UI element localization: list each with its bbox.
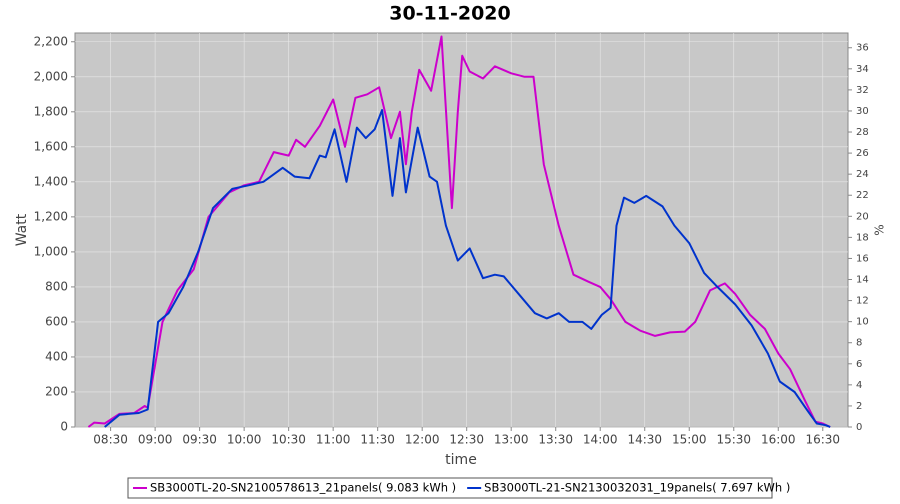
x-tick-label: 12:00 — [405, 433, 440, 447]
legend-label: SB3000TL-20-SN2100578613_21panels( 9.083… — [150, 481, 456, 495]
x-tick-label: 15:00 — [672, 433, 707, 447]
y2-tick-label: 12 — [856, 296, 869, 307]
y2-tick-label: 20 — [856, 211, 869, 222]
y2-tick-label: 18 — [856, 232, 869, 243]
y-tick-label: 200 — [45, 384, 68, 398]
y2-tick-label: 2 — [856, 401, 862, 412]
y2-tick-label: 16 — [856, 253, 869, 264]
legend — [127, 477, 773, 499]
x-tick-label: 09:00 — [138, 433, 173, 447]
y-tick-label: 2,200 — [34, 34, 68, 48]
y2-tick-label: 4 — [856, 380, 862, 391]
x-tick-label: 12:30 — [449, 433, 484, 447]
x-tick-label: 08:30 — [93, 433, 128, 447]
x-tick-label: 11:30 — [360, 433, 395, 447]
y2-tick-label: 28 — [856, 127, 869, 138]
y2-tick-label: 30 — [856, 106, 869, 117]
y-tick-label: 1,400 — [34, 174, 68, 188]
x-axis-label: time — [445, 452, 477, 468]
legend-label: SB3000TL-21-SN2130032031_19panels( 7.697… — [484, 481, 790, 495]
y-tick-label: 400 — [45, 349, 68, 363]
y2-axis-label: % — [873, 224, 887, 235]
y2-tick-label: 34 — [856, 64, 869, 75]
x-tick-label: 09:30 — [182, 433, 217, 447]
x-tick-label: 10:00 — [227, 433, 262, 447]
y2-tick-label: 0 — [856, 422, 862, 433]
y2-tick-label: 10 — [856, 317, 869, 328]
y-tick-label: 1,800 — [34, 104, 68, 118]
chart-title: 30-11-2020 — [389, 3, 511, 25]
y2-tick-label: 22 — [856, 190, 869, 201]
series-line — [87, 35, 831, 428]
y-axis-label: Watt — [14, 213, 30, 246]
y2-tick-label: 32 — [856, 85, 869, 96]
x-tick-label: 16:00 — [761, 433, 796, 447]
y-tick-label: 1,000 — [34, 244, 68, 258]
y2-tick-label: 24 — [856, 169, 869, 180]
series-line — [104, 109, 831, 428]
y-tick-label: 2,000 — [34, 69, 68, 83]
x-tick-label: 13:00 — [494, 433, 529, 447]
x-tick-label: 11:00 — [316, 433, 351, 447]
x-tick-label: 14:00 — [583, 433, 618, 447]
x-tick-label: 13:30 — [538, 433, 573, 447]
y2-tick-label: 14 — [856, 275, 869, 286]
plot-area — [74, 32, 849, 428]
y-tick-label: 1,200 — [34, 209, 68, 223]
y2-tick-label: 26 — [856, 148, 869, 159]
y-tick-label: 0 — [60, 420, 68, 434]
x-tick-label: 14:30 — [627, 433, 662, 447]
x-tick-label: 15:30 — [716, 433, 751, 447]
y2-tick-label: 6 — [856, 359, 862, 370]
y2-tick-label: 8 — [856, 338, 862, 349]
y2-tick-label: 36 — [856, 43, 869, 54]
y-tick-label: 1,600 — [34, 139, 68, 153]
x-tick-label: 16:30 — [805, 433, 840, 447]
y-tick-label: 600 — [45, 314, 68, 328]
y-tick-label: 800 — [45, 279, 68, 293]
x-tick-label: 10:30 — [271, 433, 306, 447]
